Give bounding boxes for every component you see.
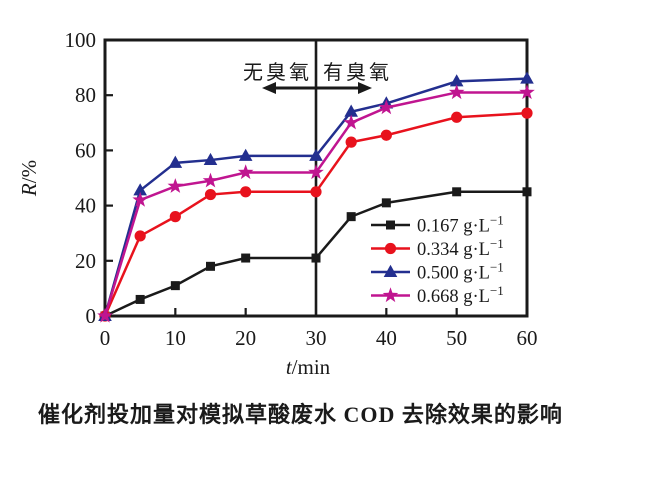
legend-label: 0.668 g·L−1: [417, 283, 504, 307]
legend-item: 0.334 g·L−1: [371, 236, 504, 260]
figure-caption: 催化剂投加量对模拟草酸废水 COD 去除效果的影响: [38, 402, 563, 427]
svg-text:10: 10: [165, 326, 186, 350]
with-ozone-label: 有臭氧: [323, 61, 392, 84]
legend-label: 0.500 g·L−1: [417, 260, 504, 284]
svg-text:0: 0: [100, 326, 111, 350]
legend-item: 0.167 g·L−1: [371, 213, 504, 237]
series-0.668g·L⁻¹: [97, 84, 535, 323]
legend-item: 0.668 g·L−1: [371, 283, 504, 307]
svg-text:20: 20: [75, 249, 96, 273]
legend-label: 0.334 g·L−1: [417, 236, 504, 260]
y-axis-label: R/%: [17, 160, 41, 197]
svg-text:0: 0: [86, 304, 97, 328]
legend-label: 0.167 g·L−1: [417, 213, 504, 237]
svg-text:50: 50: [446, 326, 467, 350]
axis-ticks: [105, 94, 458, 316]
left-arrow-icon: [262, 82, 276, 94]
legend-item: 0.500 g·L−1: [371, 260, 504, 284]
svg-text:60: 60: [75, 138, 96, 162]
cod-removal-line-chart: 0 10 20 30 40 50 60 0 20 40 60 80 100 t/min R/% 无臭氧 有臭氧 0…: [17, 28, 538, 379]
y-tick-labels: 0 20 40 60 80 100: [65, 28, 97, 328]
svg-text:30: 30: [306, 326, 327, 350]
legend: 0.167 g·L−10.334 g·L−10.500 g·L−10.668 g…: [371, 213, 504, 307]
series-0.334g·L⁻¹: [99, 107, 533, 322]
right-arrow-icon: [358, 82, 372, 94]
svg-text:60: 60: [517, 326, 538, 350]
svg-text:40: 40: [75, 194, 96, 218]
svg-text:80: 80: [75, 83, 96, 107]
no-ozone-label: 无臭氧: [243, 61, 312, 84]
x-axis-label: t/min: [286, 355, 331, 379]
ozone-annotation: 无臭氧 有臭氧: [243, 61, 392, 94]
svg-text:100: 100: [65, 28, 97, 52]
x-tick-labels: 0 10 20 30 40 50 60: [100, 326, 538, 350]
svg-text:20: 20: [235, 326, 256, 350]
svg-text:40: 40: [376, 326, 397, 350]
series-0.500g·L⁻¹: [98, 71, 534, 321]
